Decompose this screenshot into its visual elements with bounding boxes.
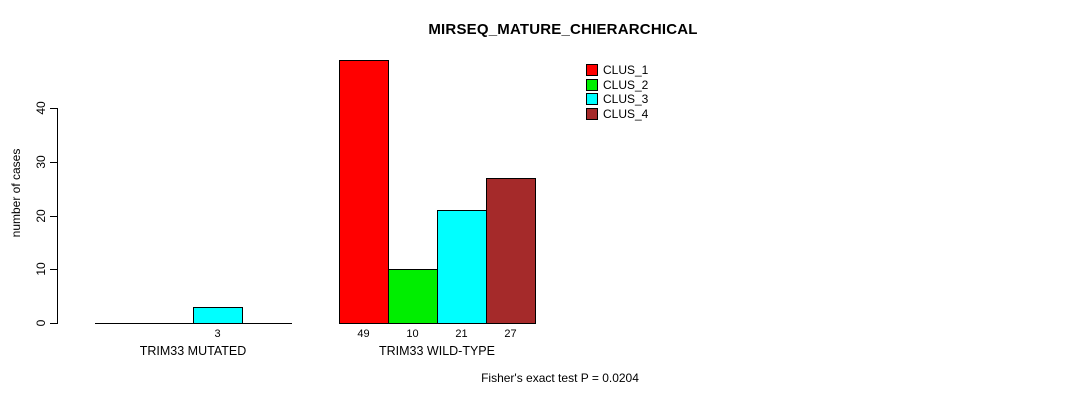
y-tick-label: 0 — [34, 319, 48, 327]
bar-count-label: 21 — [455, 328, 468, 340]
legend-label: CLUS_4 — [603, 106, 649, 121]
y-tick-label: 20 — [34, 209, 48, 223]
y-tick-label: 10 — [34, 262, 48, 276]
chart-title: MIRSEQ_MATURE_CHIERARCHICAL — [428, 21, 698, 38]
legend-label: CLUS_3 — [603, 92, 649, 107]
bar-count-label: 3 — [214, 328, 221, 340]
bar-count-label: 49 — [357, 328, 370, 340]
y-tick-label: 40 — [34, 101, 48, 115]
y-tick-mark — [50, 269, 57, 270]
legend-item-clus_4: CLUS_4 — [586, 107, 648, 122]
legend-item-clus_1: CLUS_1 — [586, 63, 648, 78]
legend-item-clus_3: CLUS_3 — [586, 92, 648, 107]
bar-clus_1-wild-type — [339, 60, 389, 324]
category-label: TRIM33 MUTATED — [139, 344, 247, 358]
bar-clus_3-wild-type — [437, 210, 487, 324]
category-label: TRIM33 WILD-TYPE — [379, 344, 495, 358]
y-tick-mark — [50, 108, 57, 109]
bar-count-label: 27 — [504, 328, 517, 340]
y-tick-mark — [50, 216, 57, 217]
legend-swatch-icon — [586, 93, 598, 106]
statistical-test-annotation: Fisher's exact test P = 0.0204 — [481, 371, 639, 385]
legend-label: CLUS_2 — [603, 77, 649, 92]
y-tick-mark — [50, 323, 57, 324]
legend-item-clus_2: CLUS_2 — [586, 78, 648, 93]
bar-clus_2-wild-type — [388, 269, 438, 324]
bar-clus_3-mutated — [193, 307, 243, 324]
y-axis-line — [57, 108, 58, 324]
bar-count-label: 10 — [406, 328, 419, 340]
y-tick-label: 30 — [34, 155, 48, 169]
y-axis-label: number of cases — [9, 148, 23, 238]
legend-label: CLUS_1 — [603, 63, 649, 78]
bar-clus_4-wild-type — [486, 178, 536, 324]
y-tick-mark — [50, 162, 57, 163]
legend: CLUS_1 CLUS_2 CLUS_3 CLUS_4 — [586, 63, 648, 121]
legend-swatch-icon — [586, 64, 598, 77]
legend-swatch-icon — [586, 78, 598, 91]
legend-swatch-icon — [586, 107, 598, 120]
